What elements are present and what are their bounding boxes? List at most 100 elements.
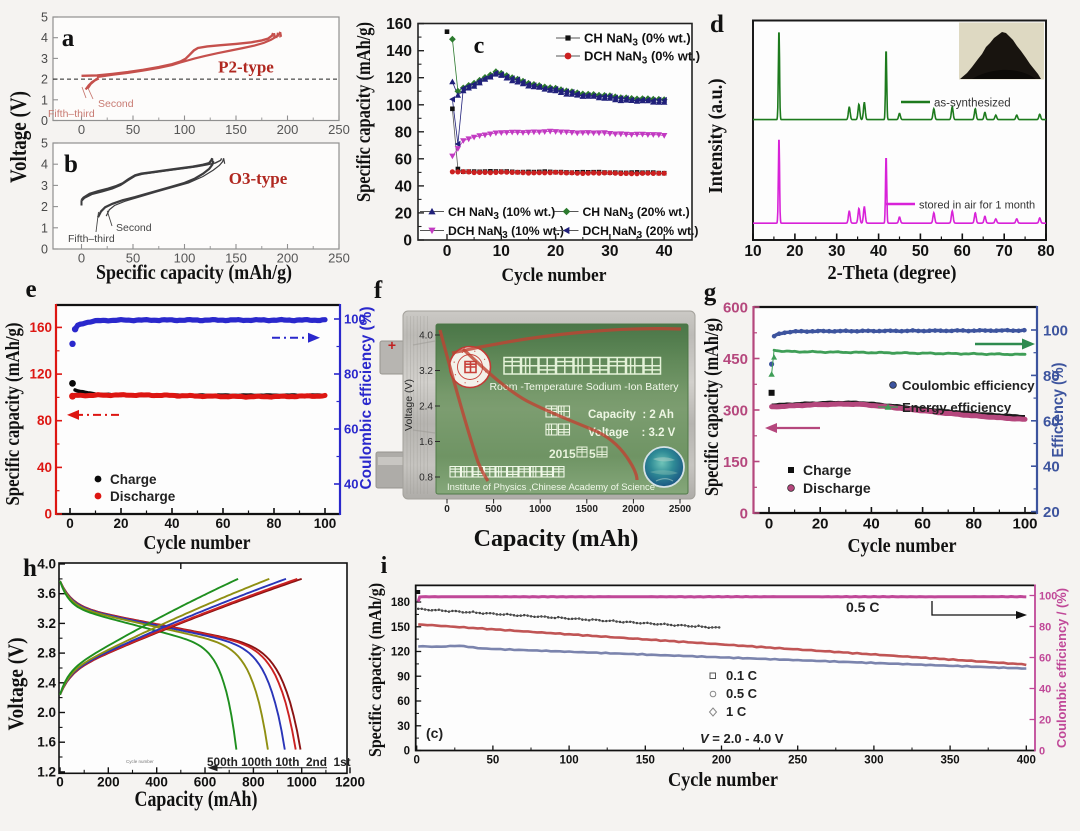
svg-text:30: 30 bbox=[397, 721, 410, 733]
svg-text:160: 160 bbox=[386, 16, 412, 33]
svg-text:0: 0 bbox=[56, 775, 64, 790]
svg-text:30: 30 bbox=[828, 243, 845, 260]
svg-text:V = 2.0 - 4.0 V: V = 2.0 - 4.0 V bbox=[700, 731, 784, 746]
svg-text:Second: Second bbox=[98, 98, 134, 110]
svg-text:50: 50 bbox=[126, 122, 140, 137]
svg-text:Efficiency (%): Efficiency (%) bbox=[1050, 363, 1067, 458]
svg-text:Coulombic efficiency / (%): Coulombic efficiency / (%) bbox=[1055, 588, 1069, 748]
svg-text:(c): (c) bbox=[426, 725, 443, 741]
svg-text:d: d bbox=[710, 11, 724, 38]
svg-text:120: 120 bbox=[29, 367, 52, 382]
svg-text:120: 120 bbox=[386, 70, 412, 87]
svg-text:30: 30 bbox=[601, 243, 618, 260]
svg-text:0: 0 bbox=[413, 755, 419, 767]
svg-text:Charge: Charge bbox=[110, 472, 157, 487]
svg-text:60: 60 bbox=[914, 516, 931, 533]
svg-text:Voltage (V): Voltage (V) bbox=[6, 91, 31, 183]
svg-text:150: 150 bbox=[636, 755, 655, 767]
svg-text:2: 2 bbox=[41, 73, 48, 87]
svg-text:800: 800 bbox=[242, 775, 265, 790]
svg-text:20: 20 bbox=[113, 516, 128, 531]
svg-text:40: 40 bbox=[1043, 459, 1060, 476]
svg-text:20: 20 bbox=[395, 205, 412, 222]
svg-text:CH NaN3 (0% wt.): CH NaN3 (0% wt.) bbox=[584, 31, 691, 49]
svg-text:450: 450 bbox=[723, 351, 748, 368]
svg-text:Capacity (mAh): Capacity (mAh) bbox=[474, 526, 639, 552]
svg-text:10: 10 bbox=[744, 243, 761, 260]
svg-text:2000: 2000 bbox=[622, 504, 645, 515]
svg-text:Cycle number: Cycle number bbox=[668, 769, 778, 791]
svg-text:5: 5 bbox=[41, 11, 48, 25]
svg-text:3.6: 3.6 bbox=[37, 586, 56, 601]
svg-text:60: 60 bbox=[1039, 653, 1051, 665]
svg-text:40: 40 bbox=[344, 477, 358, 492]
svg-text:Specific capacity (mAh/g): Specific capacity (mAh/g) bbox=[353, 22, 375, 202]
svg-text:b: b bbox=[64, 151, 78, 178]
svg-text:180: 180 bbox=[391, 597, 410, 609]
svg-text:0: 0 bbox=[740, 506, 748, 523]
svg-text:1500: 1500 bbox=[576, 504, 599, 515]
svg-text:stored in air for 1 month: stored in air for 1 month bbox=[919, 200, 1035, 212]
svg-text:50: 50 bbox=[487, 755, 500, 767]
svg-text:20: 20 bbox=[1043, 504, 1060, 521]
svg-text:150: 150 bbox=[225, 122, 247, 137]
svg-text:Capacity : 2 Ah: Capacity : 2 Ah bbox=[588, 409, 674, 421]
svg-text:1: 1 bbox=[41, 93, 48, 107]
svg-text:0: 0 bbox=[66, 516, 74, 531]
svg-text:0.5 C: 0.5 C bbox=[846, 599, 879, 615]
svg-text:200: 200 bbox=[277, 122, 299, 137]
svg-text:150: 150 bbox=[391, 622, 410, 634]
svg-text:0: 0 bbox=[444, 504, 450, 515]
svg-text:0: 0 bbox=[443, 243, 452, 260]
svg-text:0: 0 bbox=[404, 746, 410, 758]
svg-text:DCH NaN3 (20% wt.): DCH NaN3 (20% wt.) bbox=[583, 224, 699, 241]
svg-text:1: 1 bbox=[41, 221, 48, 235]
svg-text:80: 80 bbox=[266, 516, 281, 531]
svg-text:Coulombic efficiency (%): Coulombic efficiency (%) bbox=[358, 307, 375, 490]
svg-text:20: 20 bbox=[812, 516, 829, 533]
svg-text:Charge: Charge bbox=[803, 462, 851, 478]
svg-text:5: 5 bbox=[589, 447, 596, 461]
svg-text:Fifth–third: Fifth–third bbox=[68, 233, 115, 245]
svg-text:60: 60 bbox=[344, 422, 358, 437]
svg-text:Cycle number: Cycle number bbox=[502, 265, 608, 286]
svg-text:40: 40 bbox=[656, 243, 673, 260]
svg-text:1.6: 1.6 bbox=[419, 437, 433, 448]
svg-text:2.0: 2.0 bbox=[37, 705, 56, 720]
svg-text:100: 100 bbox=[560, 755, 579, 767]
svg-text:4.0: 4.0 bbox=[37, 557, 56, 572]
svg-text:20: 20 bbox=[547, 243, 564, 260]
svg-text:80: 80 bbox=[37, 413, 52, 428]
svg-text:0: 0 bbox=[78, 251, 85, 266]
svg-text:f: f bbox=[374, 277, 383, 304]
svg-text:Coulombic efficiency: Coulombic efficiency bbox=[902, 378, 1035, 393]
svg-text:2500: 2500 bbox=[669, 504, 692, 515]
svg-text:h: h bbox=[23, 555, 37, 582]
svg-text:150: 150 bbox=[225, 251, 247, 266]
svg-text:2-Theta (degree): 2-Theta (degree) bbox=[828, 262, 957, 284]
svg-text:3.2: 3.2 bbox=[37, 616, 56, 631]
svg-text:0: 0 bbox=[403, 233, 412, 250]
svg-text:as-synthesized: as-synthesized bbox=[934, 98, 1011, 110]
svg-text:0.5 C: 0.5 C bbox=[726, 686, 758, 701]
svg-text:P2-type: P2-type bbox=[218, 58, 274, 77]
svg-text:200: 200 bbox=[97, 775, 120, 790]
svg-text:0: 0 bbox=[44, 507, 52, 522]
svg-text:40: 40 bbox=[395, 178, 412, 195]
svg-text:Voltage (V): Voltage (V) bbox=[403, 379, 415, 431]
svg-text:1.6: 1.6 bbox=[37, 735, 56, 750]
svg-text:2: 2 bbox=[41, 200, 48, 214]
svg-text:O3-type: O3-type bbox=[229, 169, 288, 188]
svg-text:Specific capacity (mAh/g): Specific capacity (mAh/g) bbox=[365, 583, 386, 757]
svg-text:40: 40 bbox=[37, 460, 52, 475]
svg-text:250: 250 bbox=[328, 251, 350, 266]
svg-text:500th 100th 10th 2nd 1st: 500th 100th 10th 2nd 1st bbox=[207, 755, 351, 769]
svg-text:4: 4 bbox=[41, 31, 48, 45]
svg-text:Fifth–third: Fifth–third bbox=[48, 108, 95, 120]
svg-text:CH NaN3 (20% wt.): CH NaN3 (20% wt.) bbox=[583, 205, 690, 222]
svg-text:600: 600 bbox=[723, 300, 748, 317]
svg-text:0: 0 bbox=[78, 122, 85, 137]
svg-text:Specific capacity (mAh/g): Specific capacity (mAh/g) bbox=[96, 260, 292, 284]
svg-text:100: 100 bbox=[1039, 591, 1057, 603]
svg-text:100: 100 bbox=[386, 97, 412, 114]
